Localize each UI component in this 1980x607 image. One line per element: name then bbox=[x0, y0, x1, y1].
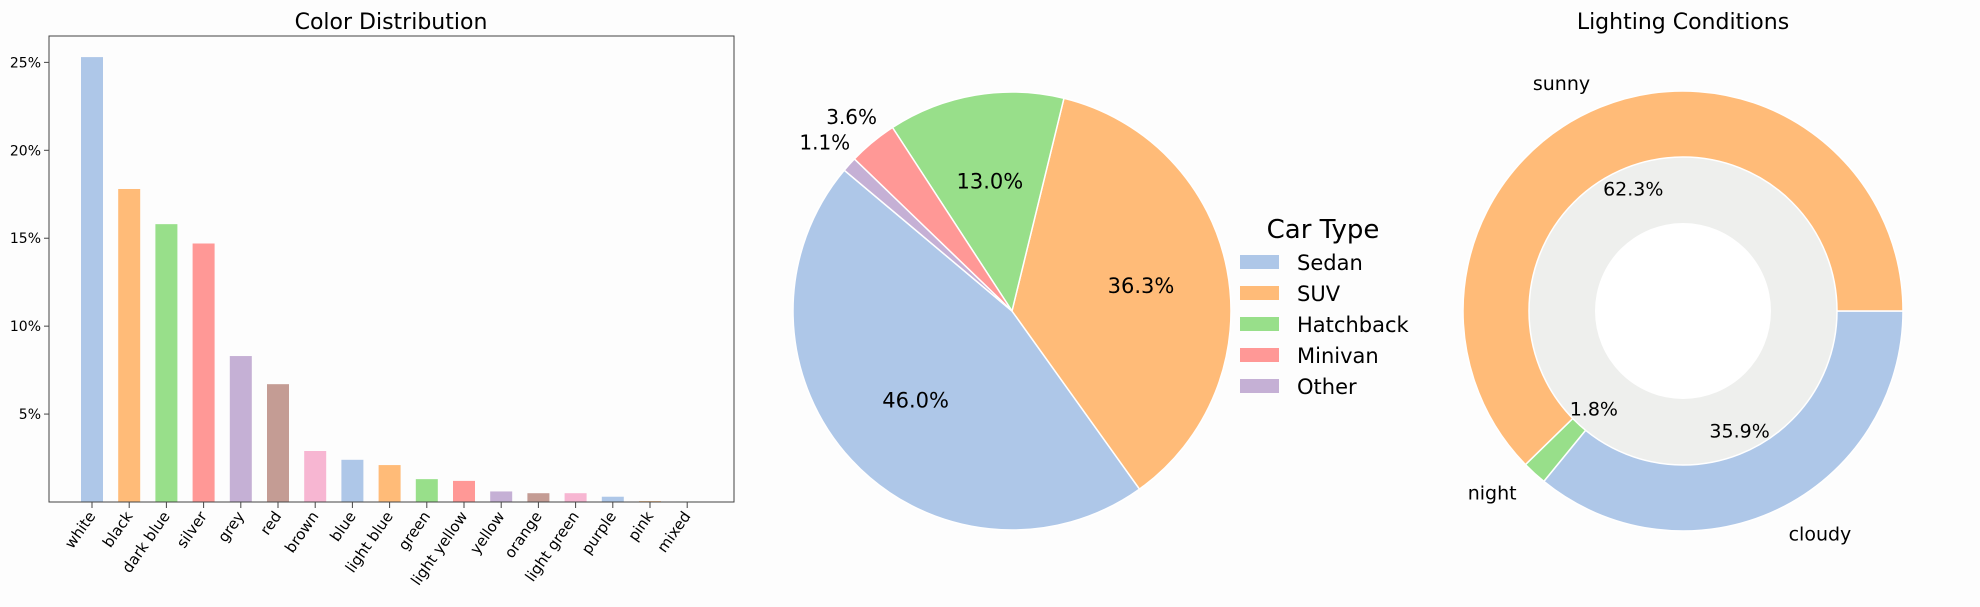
legend-label-hatchback: Hatchback bbox=[1297, 313, 1409, 337]
y-tick-label: 5% bbox=[19, 407, 41, 423]
donut-label-night: night bbox=[1468, 483, 1517, 505]
donut-percent-labels: 35.9% 1.8% 62.3% bbox=[1570, 179, 1770, 443]
pie-slice-sedan bbox=[792, 169, 1141, 531]
y-tick-label: 10% bbox=[10, 319, 41, 335]
bar-white bbox=[81, 57, 103, 502]
y-tick-label: 25% bbox=[10, 55, 41, 71]
legend: Car Type Sedan SUV Hatchback Minivan Other bbox=[1240, 215, 1409, 399]
plot-frame bbox=[48, 35, 735, 503]
legend-label-other: Other bbox=[1297, 375, 1357, 399]
bar-purple bbox=[601, 496, 624, 502]
bar-silver bbox=[192, 243, 215, 502]
bar-series bbox=[81, 57, 699, 502]
legend-label-suv: SUV bbox=[1297, 282, 1341, 306]
bar-light-blue bbox=[378, 465, 401, 502]
bar-yellow bbox=[490, 491, 513, 502]
bar-red bbox=[267, 384, 289, 502]
donut-percent-label: 62.3% bbox=[1603, 179, 1663, 201]
donut-hole bbox=[1595, 223, 1771, 399]
lighting-conditions-chart: Lighting Conditions cloudy night sunny 35.… bbox=[1462, 10, 1904, 546]
legend-swatch bbox=[1240, 255, 1279, 269]
bar-grey bbox=[229, 356, 252, 502]
pie-percent-labels: 46.0% 36.3% 13.0% 3.6%1.1% bbox=[799, 105, 1174, 412]
legend-label-minivan: Minivan bbox=[1297, 344, 1379, 368]
y-tick-label: 20% bbox=[10, 143, 41, 159]
bar-dark-blue bbox=[155, 224, 178, 502]
bar-chart-title: Color Distribution bbox=[295, 10, 488, 35]
y-axis: 5% 10% 15% 20% 25% bbox=[10, 55, 49, 423]
donut-percent-label: 35.9% bbox=[1709, 420, 1769, 442]
donut-outer-labels: cloudy night sunny bbox=[1468, 73, 1852, 546]
legend-swatch bbox=[1240, 348, 1279, 362]
donut-label-cloudy: cloudy bbox=[1789, 524, 1852, 546]
pie-slice-hatchback bbox=[891, 91, 1065, 313]
donut-percent-label: 1.8% bbox=[1570, 398, 1618, 420]
car-type-chart: 46.0% 36.3% 13.0% 3.6%1.1% Car Type Sedan SU… bbox=[792, 91, 1409, 531]
legend-title: Car Type bbox=[1267, 215, 1380, 245]
donut-label-sunny: sunny bbox=[1533, 73, 1590, 95]
bar-black bbox=[118, 188, 141, 502]
donut-chart-title: Lighting Conditions bbox=[1577, 10, 1789, 35]
pie-percent-label: 36.3% bbox=[1108, 274, 1175, 298]
pie-percent-label: 3.6% bbox=[826, 105, 877, 129]
pie-slices bbox=[792, 91, 1232, 531]
legend-swatch bbox=[1240, 286, 1279, 300]
bar-blue bbox=[341, 459, 364, 502]
pie-percent-label: 13.0% bbox=[957, 169, 1024, 193]
pie-slice-other bbox=[843, 157, 1013, 312]
legend-entries: Sedan SUV Hatchback Minivan Other bbox=[1240, 251, 1409, 399]
bar-green bbox=[415, 479, 438, 502]
legend-label-sedan: Sedan bbox=[1297, 251, 1363, 275]
y-tick-label: 15% bbox=[10, 231, 41, 247]
pie-percent-label: 46.0% bbox=[882, 388, 949, 412]
legend-swatch bbox=[1240, 379, 1279, 393]
bar-light-green bbox=[564, 493, 587, 502]
bar-light-yellow bbox=[453, 480, 475, 502]
pie-slice-suv bbox=[1011, 97, 1232, 491]
pie-percent-label: 1.1% bbox=[799, 131, 850, 155]
bar-orange bbox=[527, 493, 550, 502]
bar-brown bbox=[304, 451, 327, 502]
legend-swatch bbox=[1240, 317, 1279, 331]
